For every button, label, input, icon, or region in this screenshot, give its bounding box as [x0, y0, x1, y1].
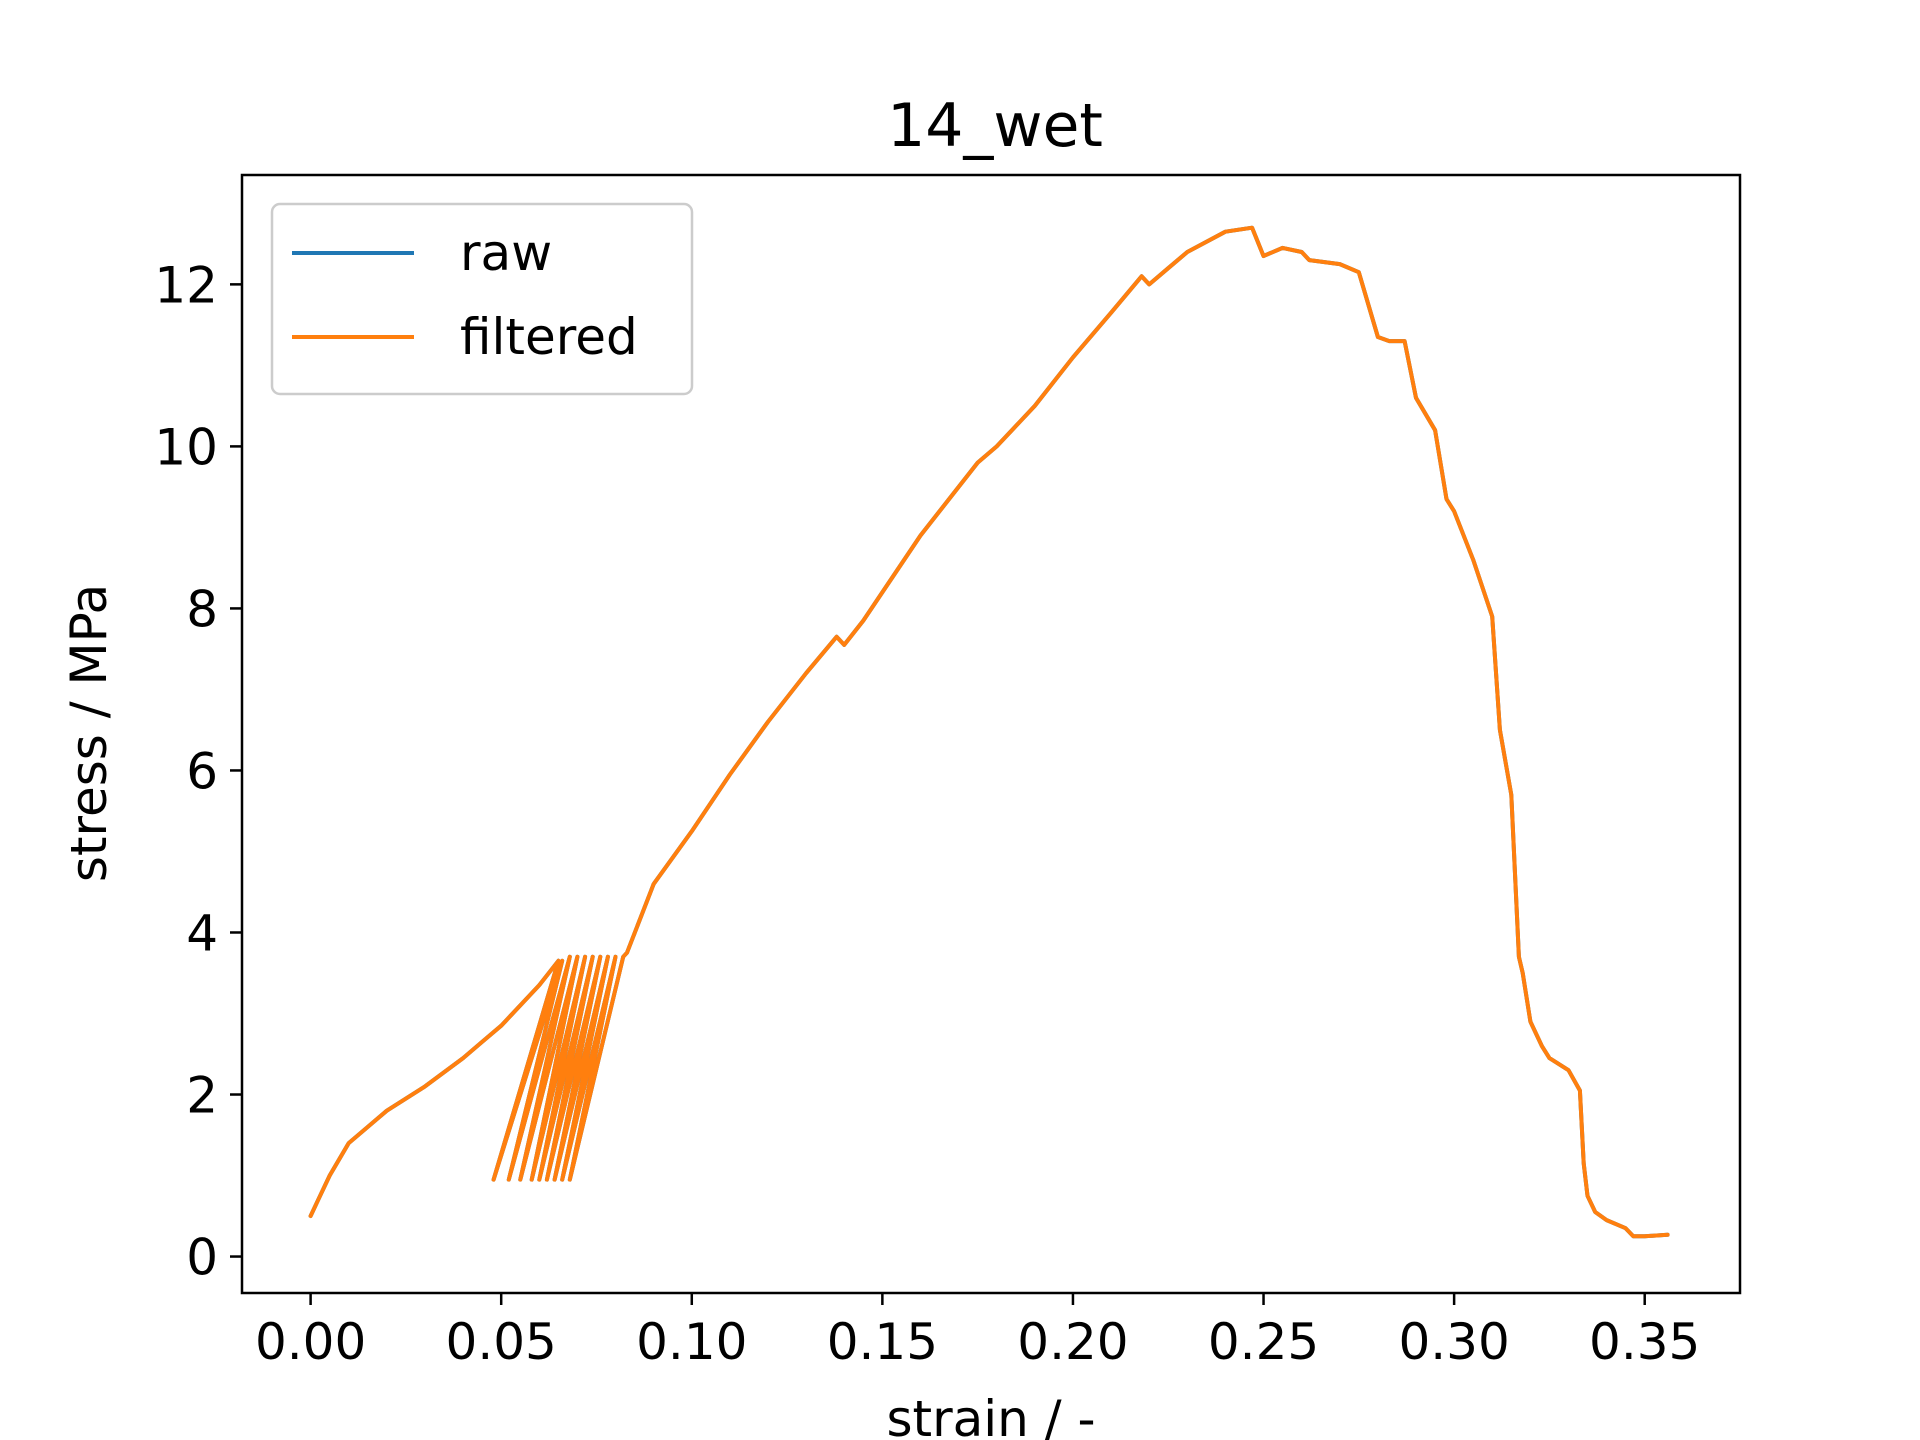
x-tick-label: 0.15 [827, 1313, 938, 1371]
y-tick-label: 6 [186, 742, 218, 800]
x-tick-label: 0.25 [1208, 1313, 1319, 1371]
x-tick-label: 0.35 [1589, 1313, 1700, 1371]
chart-title: 14_wet [887, 91, 1103, 161]
y-tick-label: 10 [154, 418, 218, 476]
y-tick-label: 4 [186, 904, 218, 962]
legend: raw filtered [270, 202, 694, 396]
y-tick-label: 0 [186, 1229, 218, 1287]
series-layer [308, 225, 1670, 1239]
legend-label-raw: raw [460, 224, 552, 282]
x-axis-label: strain / - [886, 1390, 1095, 1440]
y-tick-label: 8 [186, 580, 218, 638]
series-line-filtered [308, 225, 1670, 1239]
x-tick-label: 0.10 [636, 1313, 747, 1371]
x-tick-label: 0.20 [1017, 1313, 1128, 1371]
y-axis: 0 2 4 6 8 10 12 [154, 256, 242, 1287]
y-tick-label: 12 [154, 256, 218, 314]
legend-label-filtered: filtered [460, 308, 638, 366]
axes-frame [240, 173, 1742, 1295]
y-tick-label: 2 [186, 1067, 218, 1125]
x-tick-label: 0.30 [1398, 1313, 1509, 1371]
x-tick-label: 0.05 [446, 1313, 557, 1371]
x-tick-label: 0.00 [255, 1313, 366, 1371]
x-axis: 0.00 0.05 0.10 0.15 0.20 0.25 0.30 0.35 [255, 1293, 1700, 1371]
y-axis-label: stress / MPa [60, 584, 118, 882]
